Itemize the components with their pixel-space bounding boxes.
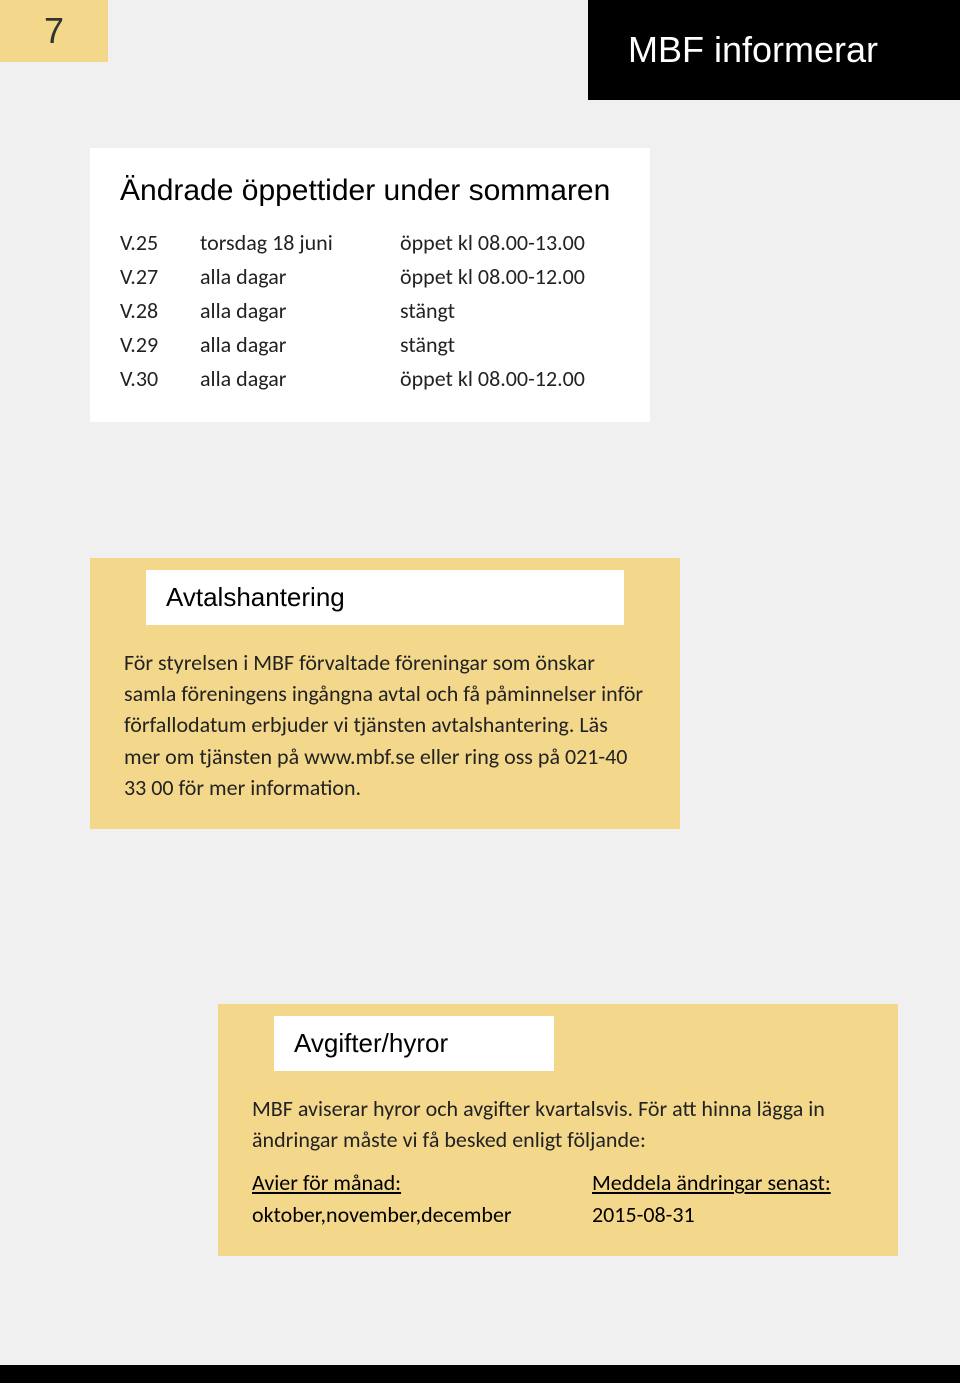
hours-days: alla dagar	[200, 362, 400, 396]
fees-left-heading: Avier för månad:	[252, 1167, 592, 1198]
hours-week: V.28	[120, 294, 200, 328]
fees-right-heading: Meddela ändringar senast:	[592, 1167, 864, 1198]
hours-row: V.28 alla dagar stängt	[120, 294, 620, 328]
hours-time: stängt	[400, 294, 620, 328]
section-avtalshantering: Avtalshantering För styrelsen i MBF förv…	[90, 558, 680, 829]
avtal-title-box: Avtalshantering	[146, 570, 624, 625]
fees-title-box: Avgifter/hyror	[274, 1016, 554, 1071]
hours-week: V.30	[120, 362, 200, 396]
section-opening-hours: Ändrade öppettider under sommaren V.25 t…	[90, 148, 650, 422]
hours-time: stängt	[400, 328, 620, 362]
hours-time: öppet kl 08.00-12.00	[400, 260, 620, 294]
hours-days: alla dagar	[200, 328, 400, 362]
hours-row: V.25 torsdag 18 juni öppet kl 08.00-13.0…	[120, 226, 620, 260]
section-avgifter-hyror: Avgifter/hyror MBF aviserar hyror och av…	[218, 1004, 898, 1256]
fees-title: Avgifter/hyror	[294, 1028, 534, 1059]
hours-week: V.29	[120, 328, 200, 362]
fees-columns: Avier för månad: oktober,november,decemb…	[252, 1167, 864, 1229]
fees-left-value: oktober,november,december	[252, 1199, 592, 1230]
fees-right-value: 2015-08-31	[592, 1199, 864, 1230]
opening-hours-title: Ändrade öppettider under sommaren	[120, 174, 620, 208]
hours-days: torsdag 18 juni	[200, 226, 400, 260]
hours-row: V.27 alla dagar öppet kl 08.00-12.00	[120, 260, 620, 294]
hours-time: öppet kl 08.00-13.00	[400, 226, 620, 260]
footer-bar	[0, 1365, 960, 1383]
hours-week: V.27	[120, 260, 200, 294]
page-number-badge: 7	[0, 0, 108, 62]
hours-week: V.25	[120, 226, 200, 260]
hours-days: alla dagar	[200, 294, 400, 328]
header-bar: MBF informerar	[588, 0, 960, 100]
hours-row: V.29 alla dagar stängt	[120, 328, 620, 362]
avtal-title: Avtalshantering	[166, 582, 604, 613]
fees-body: MBF aviserar hyror och avgifter kvartals…	[252, 1093, 864, 1155]
hours-days: alla dagar	[200, 260, 400, 294]
hours-time: öppet kl 08.00-12.00	[400, 362, 620, 396]
header-title: MBF informerar	[628, 29, 878, 71]
hours-row: V.30 alla dagar öppet kl 08.00-12.00	[120, 362, 620, 396]
avtal-body: För styrelsen i MBF förvaltade föreninga…	[124, 647, 646, 803]
